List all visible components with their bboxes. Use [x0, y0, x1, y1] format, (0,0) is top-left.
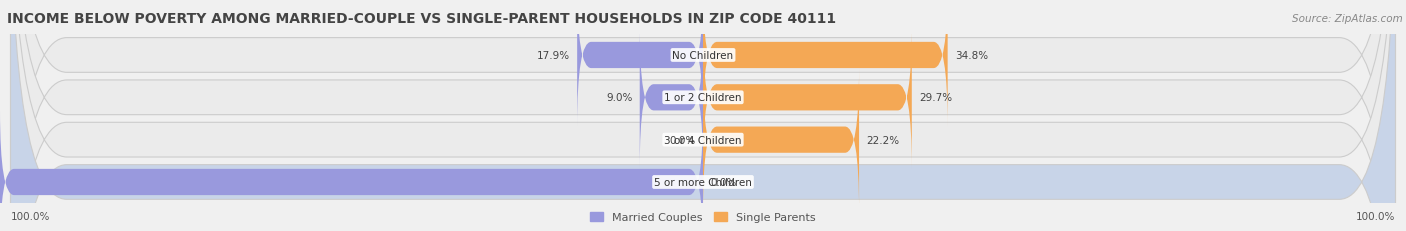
FancyBboxPatch shape — [578, 0, 703, 127]
FancyBboxPatch shape — [703, 27, 911, 169]
Text: No Children: No Children — [672, 51, 734, 61]
FancyBboxPatch shape — [11, 0, 1396, 231]
Text: 0.0%: 0.0% — [669, 135, 696, 145]
Text: INCOME BELOW POVERTY AMONG MARRIED-COUPLE VS SINGLE-PARENT HOUSEHOLDS IN ZIP COD: INCOME BELOW POVERTY AMONG MARRIED-COUPL… — [7, 12, 837, 26]
FancyBboxPatch shape — [640, 27, 703, 169]
FancyBboxPatch shape — [11, 0, 1396, 231]
FancyBboxPatch shape — [11, 0, 1396, 231]
Text: Source: ZipAtlas.com: Source: ZipAtlas.com — [1292, 14, 1403, 24]
Text: 34.8%: 34.8% — [955, 51, 988, 61]
Text: 22.2%: 22.2% — [866, 135, 900, 145]
Text: 0.0%: 0.0% — [710, 177, 737, 187]
Text: 100.0%: 100.0% — [11, 211, 51, 221]
Text: 17.9%: 17.9% — [537, 51, 571, 61]
Text: 29.7%: 29.7% — [920, 93, 952, 103]
Text: 9.0%: 9.0% — [606, 93, 633, 103]
Text: 1 or 2 Children: 1 or 2 Children — [664, 93, 742, 103]
Legend: Married Couples, Single Parents: Married Couples, Single Parents — [586, 207, 820, 227]
FancyBboxPatch shape — [703, 69, 859, 211]
FancyBboxPatch shape — [0, 111, 703, 231]
Text: 3 or 4 Children: 3 or 4 Children — [664, 135, 742, 145]
FancyBboxPatch shape — [703, 0, 948, 127]
Text: 100.0%: 100.0% — [1355, 211, 1396, 221]
Text: 5 or more Children: 5 or more Children — [654, 177, 752, 187]
FancyBboxPatch shape — [11, 0, 1396, 231]
